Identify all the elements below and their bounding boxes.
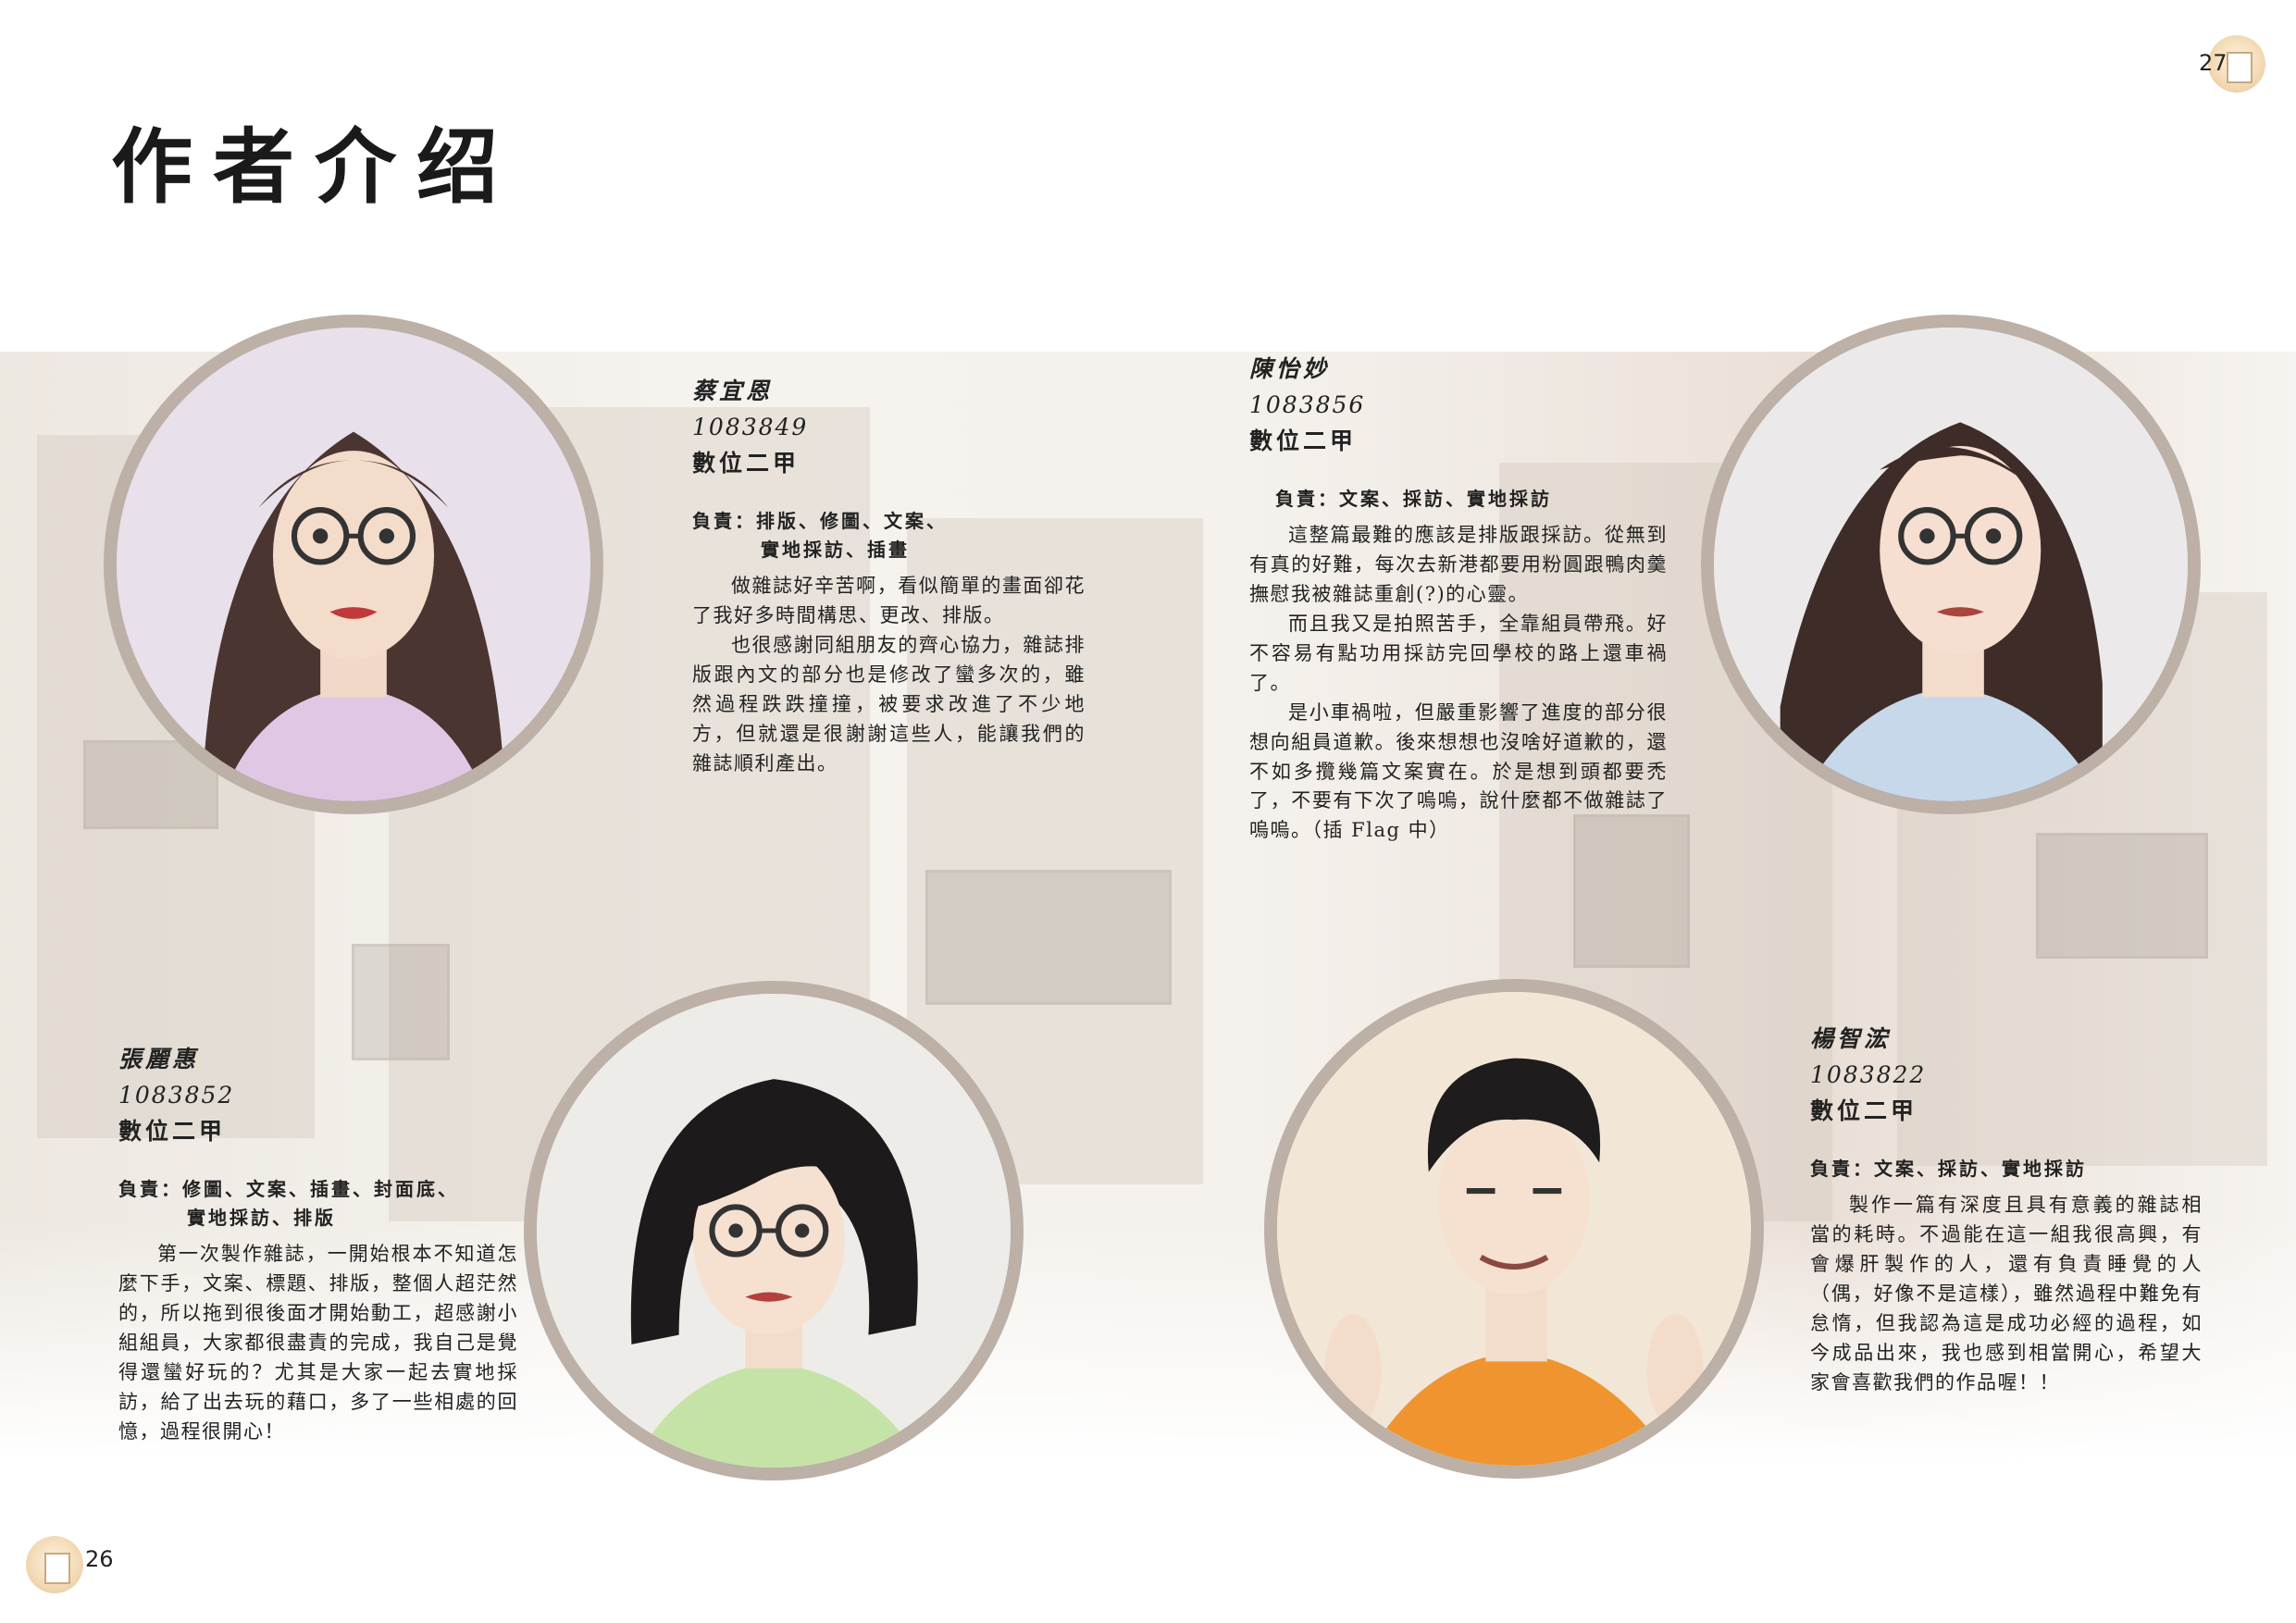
duty-line-1: 負責：文案、採訪、實地採訪 (1810, 1158, 2087, 1181)
author-bio-paragraph: 而且我又是拍照苦手，全靠組員帶飛。好不容易有點功用採訪完回學校的路上還車禍了。 (1249, 612, 1668, 694)
author-name: 蔡宜恩 (692, 378, 774, 404)
duty-line-2: 實地採訪、排版 (187, 1207, 336, 1230)
author-duty: 負責：修圖、文案、插畫、封面底、 實地採訪、排版 (118, 1175, 518, 1233)
author-card-2: 陳怡妙 1083856 數位二甲 負責：文案、採訪、實地採訪 這整篇最難的應該是… (1249, 352, 1668, 846)
portrait-author-4 (1264, 979, 1764, 1479)
portrait-author-3 (524, 981, 1024, 1481)
author-class: 數位二甲 (1810, 1096, 1918, 1124)
author-bio-paragraph: 做雜誌好辛苦啊，看似簡單的畫面卻花了我好多時間構思、更改、排版。 (692, 575, 1086, 627)
author-card-4: 楊智浤 1083822 數位二甲 負責：文案、採訪、實地採訪 製作一篇有深度且具… (1810, 1022, 2203, 1398)
page-number-left: 26 (85, 1546, 114, 1572)
author-duty: 負責：文案、採訪、實地採訪 (1249, 485, 1668, 514)
duty-line-1: 負責：排版、修圖、文案、 (692, 510, 948, 533)
author-student-id: 1083856 (1249, 390, 1366, 418)
building-icon (44, 1553, 70, 1584)
author-bio-paragraph: 這整篇最難的應該是排版跟採訪。從無到有真的好難，每次去新港都要用粉圓跟鴨肉羹撫慰… (1249, 524, 1668, 606)
author-duty: 負責：文案、採訪、實地採訪 (1810, 1155, 2203, 1183)
page-badge-icon (26, 1536, 83, 1593)
author-bio-paragraph: 也很感謝同組朋友的齊心協力，雜誌排版跟內文的部分也是修改了蠻多次的，雖然過程跌跌… (692, 634, 1086, 774)
duty-line-1: 負責：文案、採訪、實地採訪 (1275, 488, 1552, 511)
author-card-3: 張麗惠 1083852 數位二甲 負責：修圖、文案、插畫、封面底、 實地採訪、排… (118, 1042, 518, 1447)
author-duty: 負責：排版、修圖、文案、 實地採訪、插畫 (692, 507, 1086, 564)
portrait-author-2 (1701, 315, 2201, 814)
author-name: 陳怡妙 (1249, 355, 1331, 382)
page-badge-icon (2208, 35, 2265, 93)
author-name: 楊智浤 (1810, 1025, 1892, 1052)
author-class: 數位二甲 (1249, 427, 1358, 454)
author-bio-paragraph: 是小車禍啦，但嚴重影響了進度的部分很想向組員道歉。後來想想也沒啥好道歉的，還不如… (1249, 700, 1668, 842)
building-icon (2227, 52, 2253, 83)
author-bio-paragraph: 第一次製作雜誌，一開始根本不知道怎麼下手，文案、標題、排版，整個人超茫然的，所以… (118, 1243, 518, 1443)
duty-line-2: 實地採訪、插畫 (761, 539, 910, 562)
author-student-id: 1083852 (118, 1081, 235, 1109)
page-number-right: 27 (2199, 50, 2228, 76)
author-class: 數位二甲 (118, 1117, 227, 1145)
duty-line-1: 負責：修圖、文案、插畫、封面底、 (118, 1178, 459, 1201)
portrait-author-1 (104, 315, 603, 814)
author-student-id: 1083822 (1810, 1060, 1927, 1088)
author-card-1: 蔡宜恩 1083849 數位二甲 負責：排版、修圖、文案、 實地採訪、插畫 做雜… (692, 374, 1086, 779)
page-title: 作者介绍 (111, 118, 519, 215)
author-bio-paragraph: 製作一篇有深度且具有意義的雜誌相當的耗時。不過能在這一組我很高興，有會爆肝製作的… (1810, 1194, 2203, 1394)
author-class: 數位二甲 (692, 449, 800, 477)
author-student-id: 1083849 (692, 413, 809, 440)
author-name: 張麗惠 (118, 1046, 200, 1072)
